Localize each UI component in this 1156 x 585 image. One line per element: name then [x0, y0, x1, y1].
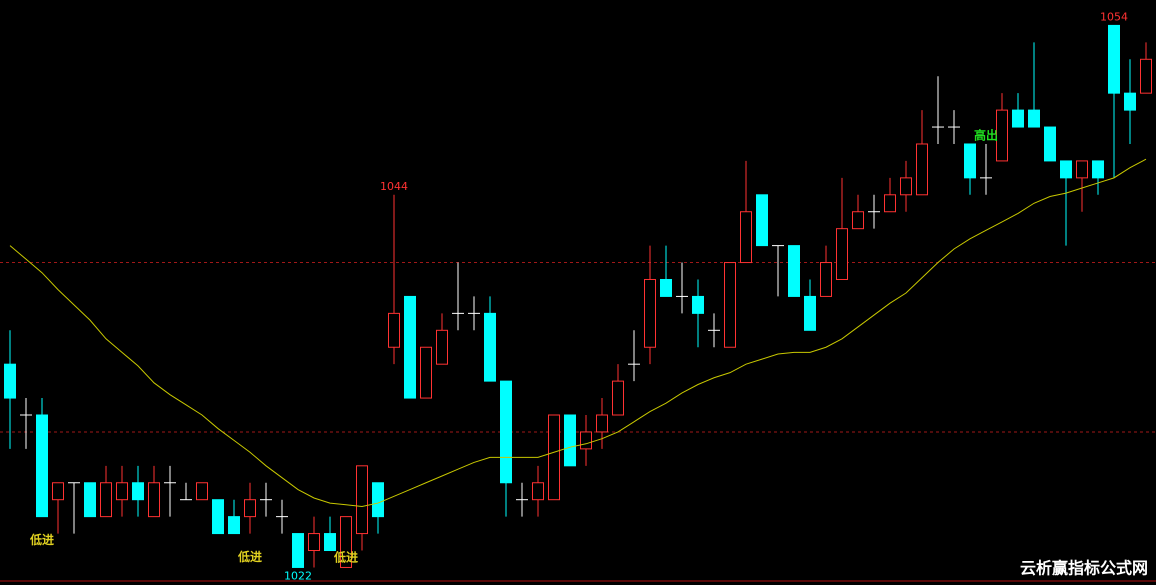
candle-body	[372, 482, 384, 518]
candle-body	[1140, 58, 1152, 94]
candle-body	[340, 516, 352, 568]
candle-body	[532, 482, 544, 501]
candle-body	[1108, 24, 1120, 94]
candle-body	[996, 109, 1008, 162]
candle-body	[756, 194, 768, 247]
signal-label: 低进	[29, 532, 54, 547]
candle-body	[52, 482, 64, 501]
candle-body	[916, 143, 928, 196]
candle-body	[308, 533, 320, 552]
candle-body	[564, 414, 576, 467]
candle-body	[420, 346, 432, 399]
candle-body	[404, 295, 416, 399]
candle-body	[1012, 109, 1024, 128]
candle-body	[964, 143, 976, 179]
candle-body	[1076, 160, 1088, 179]
candle-body	[884, 194, 896, 213]
candle-body	[212, 499, 224, 535]
extreme-label: 1022	[284, 569, 312, 582]
candle-body	[1092, 160, 1104, 179]
extreme-label: 1054	[1100, 10, 1128, 23]
candle-body	[900, 177, 912, 196]
watermark: 云析赢指标公式网	[1020, 559, 1148, 578]
candle-body	[644, 278, 656, 348]
candle-body	[612, 380, 624, 416]
candle-body	[132, 482, 144, 501]
candle-body	[836, 228, 848, 280]
candle-body	[820, 262, 832, 297]
candle-body	[660, 278, 672, 297]
candle-body	[596, 414, 608, 433]
candle-body	[740, 211, 752, 264]
candle-body	[804, 295, 816, 331]
candle-body	[788, 245, 800, 297]
candle-body	[100, 482, 112, 518]
candle-body	[4, 363, 16, 399]
candle-body	[116, 482, 128, 501]
candle-body	[484, 312, 496, 382]
signal-label: 高出	[974, 127, 998, 142]
candle-body	[548, 414, 560, 501]
candle-body	[1060, 160, 1072, 179]
candle-body	[1044, 126, 1056, 162]
candle-body	[1028, 109, 1040, 128]
candle-body	[580, 431, 592, 450]
candle-body	[148, 482, 160, 518]
signal-label: 低进	[333, 550, 358, 565]
candle-body	[324, 533, 336, 552]
candle-body	[500, 380, 512, 484]
candle-body	[244, 499, 256, 518]
candle-body	[852, 211, 864, 230]
candle-body	[436, 329, 448, 365]
candle-body	[292, 533, 304, 568]
candle-body	[692, 295, 704, 314]
extreme-label: 1044	[380, 180, 408, 193]
signal-label: 低进	[237, 549, 262, 564]
candle-body	[228, 516, 240, 535]
candle-body	[356, 465, 368, 535]
candle-body	[84, 482, 96, 518]
candle-body	[724, 262, 736, 348]
candle-body	[388, 312, 400, 348]
candle-body	[196, 482, 208, 501]
candle-body	[36, 414, 48, 518]
moving-average	[9, 158, 1147, 507]
candle-body	[1124, 92, 1136, 111]
